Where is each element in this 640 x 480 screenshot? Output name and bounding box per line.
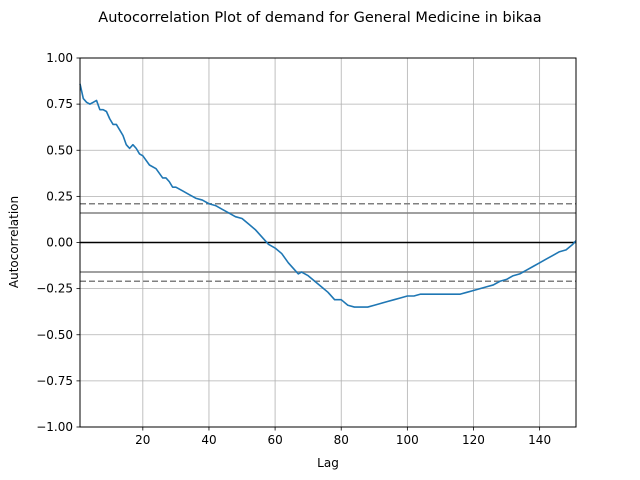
series-group: [79, 83, 577, 308]
y-tick-label: 0.75: [46, 97, 73, 111]
x-tick-label: 80: [334, 433, 349, 447]
x-tick-label: 140: [528, 433, 551, 447]
x-tick-label: 60: [267, 433, 282, 447]
y-tick-label: 0.50: [46, 143, 73, 157]
chart-title: Autocorrelation Plot of demand for Gener…: [98, 10, 541, 26]
y-tick-label: 1.00: [46, 51, 73, 65]
y-tick-label: −1.00: [36, 420, 73, 434]
y-tick-label: −0.75: [36, 374, 73, 388]
x-tick-label: 20: [135, 433, 150, 447]
autocorrelation-line: [79, 83, 577, 308]
x-axis-label: Lag: [317, 456, 339, 470]
y-axis-ticks: −1.00 −0.75 −0.50 −0.25 0.00 0.25 0.50 0.75 1.00: [36, 51, 80, 434]
y-tick-label: 0.25: [46, 189, 73, 203]
x-tick-label: 100: [396, 433, 419, 447]
x-tick-label: 120: [462, 433, 485, 447]
y-axis-label: Autocorrelation: [7, 196, 21, 288]
x-axis-ticks: 20 40 60 80 100 120 140: [135, 427, 551, 447]
reference-lines: [80, 203, 576, 282]
y-tick-label: −0.50: [36, 328, 73, 342]
x-tick-label: 40: [201, 433, 216, 447]
y-tick-label: 0.00: [46, 236, 73, 250]
y-tick-label: −0.25: [36, 282, 73, 296]
